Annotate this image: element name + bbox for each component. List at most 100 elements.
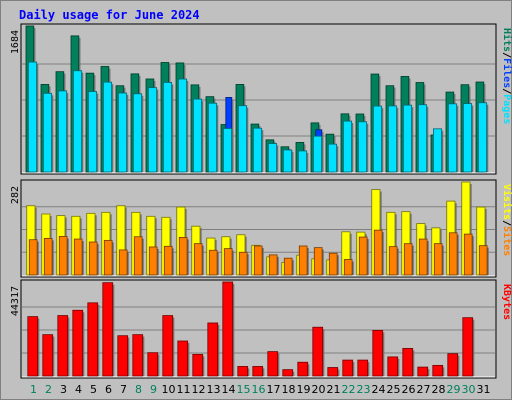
sites-bar-9 [148, 246, 159, 276]
day-label-28: 28 [432, 383, 446, 396]
sites-bar-21 [328, 252, 339, 276]
kbytes-bar-11-fill [177, 340, 189, 377]
pages-bar-3 [58, 90, 69, 173]
panel-bottom-max-label: 44317 [10, 286, 21, 316]
pages-bar-19-fill [297, 150, 308, 173]
legend-item: Pages [501, 94, 512, 124]
sites-bar-12-fill [193, 243, 203, 276]
day-label-15: 15 [237, 383, 251, 396]
day-label-27: 27 [417, 383, 431, 396]
pages-bar-11-fill [177, 78, 188, 173]
pages-bar-8 [132, 93, 144, 173]
kbytes-bar-30-fill [462, 317, 474, 377]
day-label-6: 6 [105, 383, 112, 396]
kbytes-bar-9-fill [147, 352, 159, 377]
kbytes-bar-20-fill [312, 326, 324, 377]
sites-bar-7-fill [118, 249, 128, 276]
sites-bar-8 [133, 236, 144, 276]
sites-bar-2 [43, 237, 54, 276]
pages-bar-23-fill [357, 121, 368, 173]
day-label-12: 12 [192, 383, 206, 396]
kbytes-bar-19 [297, 361, 310, 377]
panel-bottom: 44317 KBytes [10, 279, 512, 379]
sites-bar-4 [73, 238, 84, 276]
sites-bar-13 [208, 249, 219, 276]
kbytes-bar-13-fill [207, 322, 219, 377]
pages-bar-29 [447, 103, 459, 173]
pages-bar-31-fill [477, 102, 488, 173]
pages-bar-6-fill [103, 81, 113, 173]
pages-bar-5-fill [88, 91, 98, 173]
pages-bar-22 [342, 120, 354, 173]
kbytes-bar-9 [147, 352, 160, 377]
day-label-5: 5 [90, 383, 97, 396]
pages-bar-24-fill [372, 105, 383, 173]
pages-bar-12 [192, 98, 204, 173]
pages-bar-2 [43, 92, 54, 173]
sites-bar-8-fill [133, 236, 143, 276]
kbytes-bar-4-fill [72, 309, 84, 377]
pages-bar-8-fill [132, 93, 143, 173]
kbytes-bar-1-fill [27, 316, 39, 377]
pages-bar-23 [357, 121, 369, 173]
sites-bar-23 [358, 236, 369, 276]
sites-bar-6 [103, 239, 114, 276]
kbytes-bar-17-fill [267, 351, 279, 377]
kbytes-bar-18 [282, 369, 295, 377]
pages-bar-13 [207, 102, 219, 173]
kbytes-bar-6 [102, 282, 115, 377]
kbytes-bar-21-fill [327, 367, 339, 377]
pages-bar-25-fill [387, 105, 398, 173]
legend-item: / [501, 220, 512, 226]
pages-bar-1-fill [27, 61, 38, 173]
sites-bar-3 [58, 236, 69, 276]
pages-bar-7-fill [118, 92, 128, 173]
pages-bar-15-fill [237, 105, 248, 173]
panel-top: 1684 Hits/Files/Pages [10, 23, 512, 175]
legend-item: Hits [501, 28, 512, 52]
day-label-29: 29 [447, 383, 461, 396]
kbytes-bar-29 [447, 353, 460, 377]
kbytes-bar-14 [222, 281, 235, 377]
kbytes-bar-14-fill [222, 281, 234, 377]
pages-bar-27 [417, 104, 429, 173]
day-label-25: 25 [387, 383, 401, 396]
legend-item: / [501, 88, 512, 94]
day-label-4: 4 [75, 383, 82, 396]
panel-top-max-label: 1684 [10, 30, 21, 54]
sites-bar-18 [283, 257, 294, 276]
sites-bar-28 [433, 243, 444, 276]
sites-bar-5 [88, 241, 99, 276]
pages-bar-21-fill [327, 143, 338, 173]
kbytes-bar-1 [27, 316, 40, 377]
sites-bar-19-fill [298, 245, 308, 276]
day-label-26: 26 [402, 383, 416, 396]
kbytes-bar-3 [57, 315, 70, 377]
chart-title: Daily usage for June 2024 [19, 8, 200, 22]
pages-bar-22-fill [342, 120, 353, 173]
day-label-9: 9 [150, 383, 157, 396]
sites-bar-16 [253, 245, 264, 276]
sites-bar-17-fill [268, 254, 278, 276]
pages-bar-16-fill [252, 127, 263, 173]
kbytes-bar-25-fill [387, 356, 399, 377]
day-labels-group: 1 2 3 4 5 6 7 8 9 10 11 12 13 14 15 16 17 18 19 20 21 22 23 24 2… [30, 383, 491, 396]
kbytes-bar-24 [372, 329, 385, 377]
sites-bar-24-fill [373, 229, 383, 276]
sites-bar-25 [388, 246, 399, 276]
day-label-22: 22 [342, 383, 356, 396]
sites-bar-25-fill [388, 246, 398, 276]
sites-bar-7 [118, 249, 129, 276]
kbytes-bar-25 [387, 356, 400, 377]
pages-bar-19 [297, 150, 309, 173]
sites-bar-21-fill [328, 252, 338, 276]
sites-bar-23-fill [358, 236, 368, 276]
kbytes-bar-7-fill [117, 335, 129, 377]
kbytes-bar-28 [432, 364, 445, 377]
panel-middle: 282 Visits/Sites [10, 179, 512, 278]
pages-bar-31 [477, 102, 489, 173]
kbytes-bar-17 [267, 351, 280, 377]
kbytes-bar-20 [312, 326, 325, 377]
day-label-19: 19 [297, 383, 311, 396]
